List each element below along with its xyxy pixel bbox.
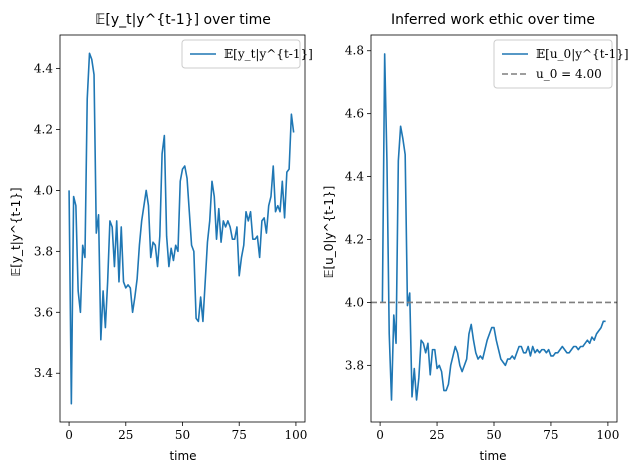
legend-entry: 𝔼[y_t|y^{t-1}] [224, 47, 313, 61]
series-line [381, 53, 606, 401]
left-chart-ylabel: 𝔼[y_t|y^{t-1}] [9, 187, 23, 276]
y-tick-label: 4.8 [345, 44, 364, 58]
y-tick-label: 4.0 [345, 295, 364, 309]
right-chart-title: Inferred work ethic over time [391, 12, 595, 28]
left-chart-legend: 𝔼[y_t|y^{t-1}] [181, 39, 313, 69]
legend-entry: u_0 = 4.00 [536, 67, 602, 81]
y-tick-label: 3.8 [345, 358, 364, 372]
y-tick-label: 4.6 [345, 107, 364, 121]
left-chart-ticks: 0 25 50 75 100 3.4 3.6 3.8 4.0 4.2 4.4 [34, 62, 307, 442]
right-chart-panel: Inferred work ethic over time 0 25 50 75 100… [322, 12, 629, 463]
x-tick-label: 0 [376, 428, 384, 442]
legend-box [181, 39, 301, 69]
y-tick-label: 3.4 [34, 366, 53, 380]
y-tick-label: 3.6 [34, 305, 53, 319]
y-tick-label: 4.2 [345, 233, 364, 247]
series-line [68, 52, 295, 405]
right-chart-series [371, 53, 617, 401]
right-chart-ticks: 0 25 50 75 100 3.8 4.0 4.2 4.4 4.6 4.8 [345, 44, 619, 442]
right-chart-frame [370, 34, 618, 423]
x-tick-label: 75 [543, 428, 558, 442]
right-chart-xlabel: time [479, 449, 506, 463]
x-tick-label: 100 [596, 428, 619, 442]
left-chart-frame [59, 34, 306, 423]
left-chart-xlabel: time [169, 449, 196, 463]
left-chart-series [68, 52, 295, 405]
left-chart-title: 𝔼[y_t|y^{t-1}] over time [95, 12, 271, 28]
x-tick-label: 50 [175, 428, 190, 442]
x-tick-label: 25 [429, 428, 444, 442]
y-tick-label: 4.4 [345, 170, 364, 184]
x-tick-label: 75 [232, 428, 247, 442]
x-tick-label: 0 [65, 428, 73, 442]
x-tick-label: 100 [284, 428, 307, 442]
legend-entry: 𝔼[u_0|y^{t-1}] [536, 47, 629, 61]
left-chart-panel: 𝔼[y_t|y^{t-1}] over time 0 25 50 75 100 3.4 3.… [9, 12, 313, 463]
y-tick-label: 4.2 [34, 122, 53, 136]
y-tick-label: 4.4 [34, 62, 53, 76]
right-chart-ylabel: 𝔼[u_0|y^{t-1}] [322, 186, 336, 279]
x-tick-label: 25 [118, 428, 133, 442]
right-chart-legend: 𝔼[u_0|y^{t-1}] u_0 = 4.00 [493, 39, 629, 89]
x-tick-label: 50 [486, 428, 501, 442]
y-tick-label: 3.8 [34, 244, 53, 258]
y-tick-label: 4.0 [34, 183, 53, 197]
legend-box [493, 39, 613, 89]
